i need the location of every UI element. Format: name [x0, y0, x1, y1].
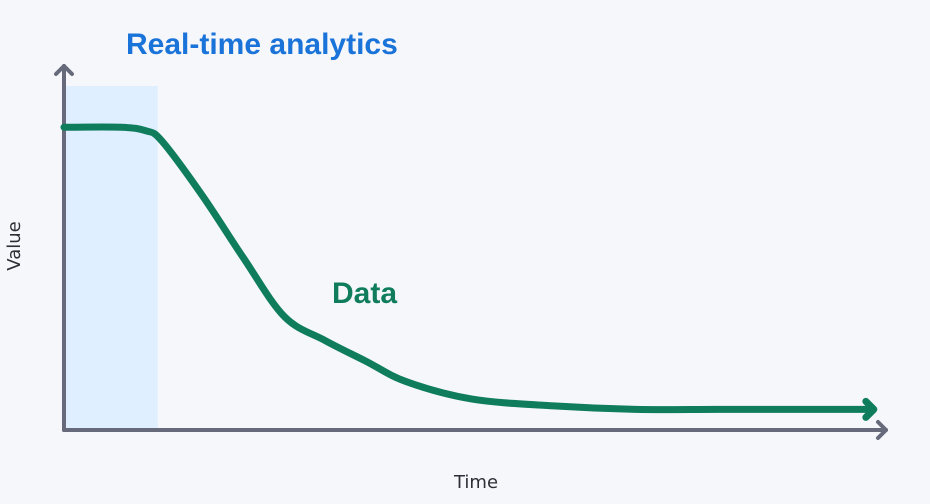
- y-axis-label: Value: [4, 221, 25, 270]
- y-axis-arrowhead: [54, 64, 74, 76]
- series-line-arrowhead: [862, 397, 878, 421]
- x-axis-label: Time: [453, 472, 498, 493]
- series-line-data: [60, 123, 876, 414]
- highlight-region: [64, 86, 158, 430]
- x-axis-arrowhead: [876, 420, 888, 440]
- series-label-data: Data: [332, 277, 397, 310]
- chart-title: Real-time analytics: [126, 28, 398, 61]
